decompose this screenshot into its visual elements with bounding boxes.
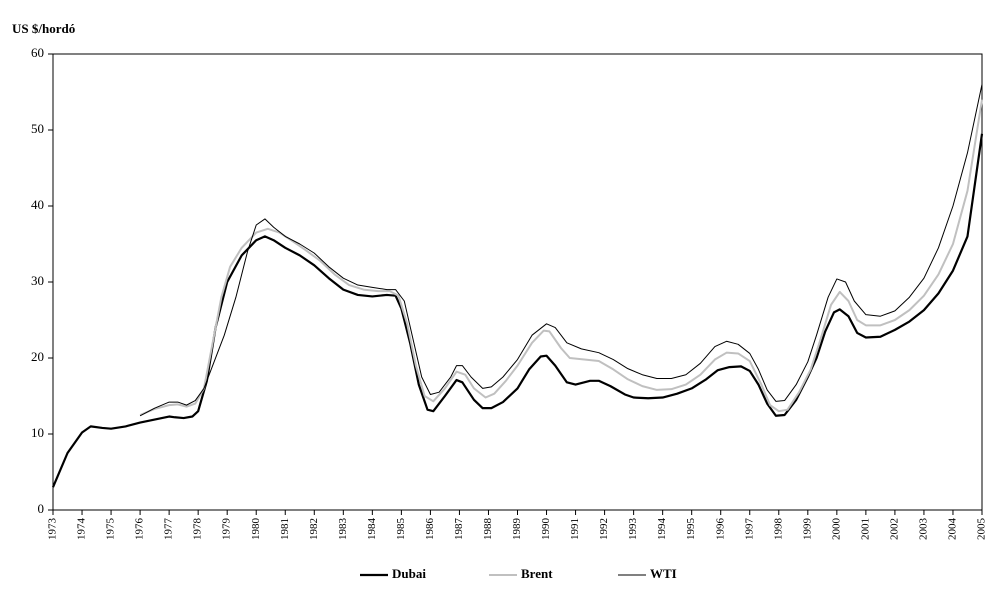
x-tick-label: 1994 xyxy=(656,518,668,541)
x-tick-label: 1996 xyxy=(714,518,726,541)
x-tick-label: 1985 xyxy=(395,518,407,541)
x-tick-label: 2002 xyxy=(888,518,900,540)
x-tick-label: 2000 xyxy=(830,518,842,541)
y-tick-label: 0 xyxy=(38,501,45,516)
y-tick-label: 20 xyxy=(31,349,44,364)
plot-frame xyxy=(52,53,983,511)
x-tick-label: 1999 xyxy=(801,518,813,541)
x-tick-label: 1978 xyxy=(192,518,204,541)
y-tick-label: 40 xyxy=(31,197,44,212)
x-tick-label: 1974 xyxy=(76,518,88,541)
x-tick-label: 2004 xyxy=(947,518,959,541)
x-tick-label: 2005 xyxy=(976,518,988,541)
x-tick-label: 1990 xyxy=(540,518,552,541)
x-tick-label: 1988 xyxy=(482,518,494,541)
y-tick-label: 50 xyxy=(31,121,44,136)
x-tick-label: 1998 xyxy=(772,518,784,541)
x-tick-label: 1987 xyxy=(453,518,465,541)
x-tick-label: 1979 xyxy=(221,518,233,541)
legend-label: WTI xyxy=(650,566,677,581)
x-tick-label: 1973 xyxy=(47,518,59,541)
x-tick-label: 1981 xyxy=(279,518,291,540)
x-tick-label: 1991 xyxy=(569,518,581,540)
x-tick-label: 1975 xyxy=(105,518,117,541)
x-tick-label: 1984 xyxy=(366,518,378,541)
series-line xyxy=(139,99,983,416)
y-axis-label: US $/hordó xyxy=(12,21,75,36)
x-tick-label: 1993 xyxy=(627,518,639,541)
x-tick-label: 2003 xyxy=(917,518,929,541)
x-tick-label: 1977 xyxy=(163,518,175,541)
x-tick-label: 2001 xyxy=(859,518,871,540)
legend-label: Brent xyxy=(521,566,553,581)
x-tick-label: 1980 xyxy=(250,518,262,541)
x-tick-label: 1997 xyxy=(743,518,755,541)
x-tick-label: 1983 xyxy=(337,518,349,541)
y-tick-label: 10 xyxy=(31,425,44,440)
y-tick-label: 60 xyxy=(31,45,44,60)
series-line xyxy=(51,133,984,488)
x-tick-label: 1995 xyxy=(685,518,697,541)
legend-label: Dubai xyxy=(392,566,426,581)
x-tick-label: 1976 xyxy=(134,518,146,541)
y-tick-label: 30 xyxy=(31,273,44,288)
x-tick-label: 1992 xyxy=(598,518,610,540)
x-tick-label: 1986 xyxy=(424,518,436,541)
series-line xyxy=(139,84,983,417)
x-tick-label: 1989 xyxy=(511,518,523,541)
x-tick-label: 1982 xyxy=(308,518,320,540)
